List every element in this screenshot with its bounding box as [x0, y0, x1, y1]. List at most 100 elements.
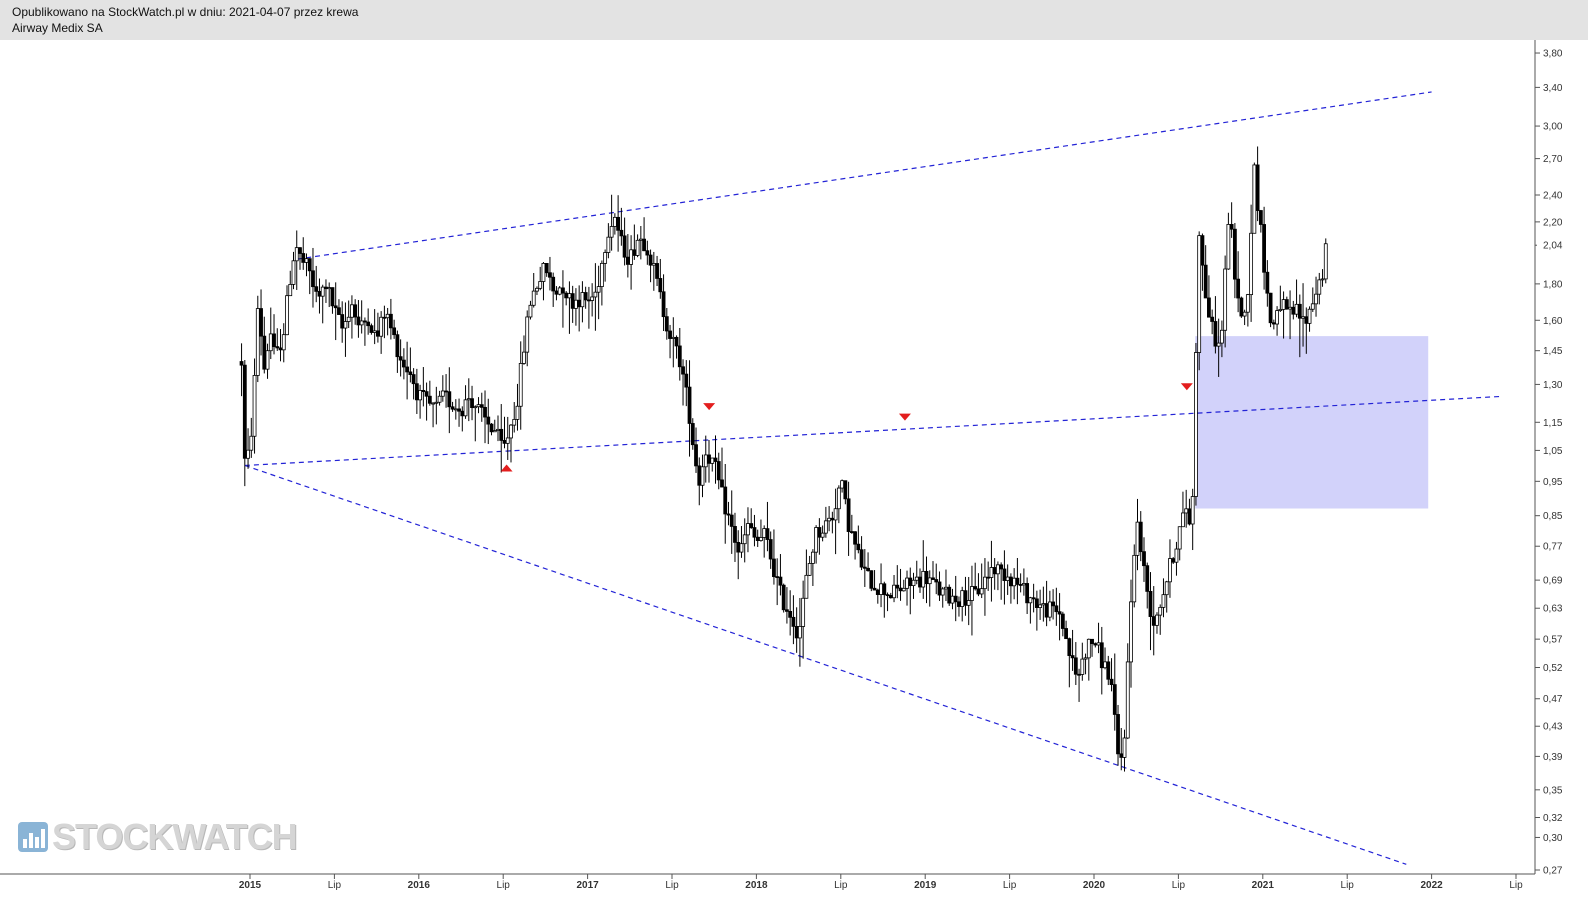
candle-body — [970, 586, 974, 601]
candle-body — [379, 316, 384, 337]
candle-body — [668, 330, 672, 339]
candle-body — [674, 336, 679, 347]
candle-body — [418, 389, 422, 401]
candle-body — [278, 347, 283, 351]
signal-markers — [500, 383, 1193, 472]
candle-body — [1232, 228, 1237, 280]
candle-body — [726, 513, 731, 516]
candle-body — [1125, 661, 1130, 739]
candle-body — [1116, 714, 1120, 755]
candle-body — [999, 564, 1004, 570]
candle-body — [1184, 508, 1189, 514]
candle-body — [561, 287, 565, 294]
candle-body — [509, 424, 513, 439]
candle-body — [1047, 601, 1052, 618]
candle-body — [450, 406, 455, 410]
candle-body — [528, 304, 533, 318]
candle-body — [810, 551, 815, 564]
candle-body — [927, 577, 932, 585]
candle-body — [1275, 310, 1279, 325]
candle-body — [1067, 638, 1072, 656]
candle-body — [518, 363, 523, 407]
candle-body — [1132, 554, 1137, 603]
candle-body — [1213, 321, 1218, 347]
candle-body — [1073, 657, 1078, 675]
candle-body — [580, 292, 585, 308]
y-tick-label: 0,35 — [1543, 785, 1563, 796]
candle-body — [1090, 638, 1094, 644]
candle-body — [697, 465, 702, 486]
sell-signal-marker — [898, 413, 911, 421]
candle-body — [635, 239, 640, 256]
candle-body — [1236, 278, 1241, 299]
candle-body — [457, 408, 461, 412]
candle-body — [872, 587, 877, 591]
candle-body — [411, 374, 416, 385]
y-tick-label: 0,47 — [1543, 694, 1563, 705]
candle-body — [924, 570, 929, 585]
candle-body — [447, 391, 452, 408]
candle-body — [470, 398, 474, 408]
x-tick-label: Lip — [497, 880, 511, 891]
y-tick-label: 0,63 — [1543, 604, 1563, 615]
candle-body — [460, 410, 465, 417]
candle-body — [1210, 316, 1215, 322]
candle-body — [431, 402, 435, 405]
candle-body — [723, 486, 728, 515]
candle-body — [1103, 661, 1107, 669]
candle-body — [427, 395, 432, 404]
y-tick-label: 0,95 — [1543, 477, 1563, 488]
candle-body — [901, 587, 906, 592]
candle-body — [976, 588, 981, 595]
candle-body — [778, 576, 783, 586]
candle-body — [612, 216, 617, 227]
y-tick-label: 1,05 — [1543, 446, 1563, 457]
candle-body — [794, 625, 799, 639]
x-tick-label: 2018 — [745, 880, 768, 891]
candle-body — [781, 584, 786, 611]
candle-body — [583, 292, 588, 301]
candle-body — [1093, 643, 1098, 646]
candle-body — [807, 563, 812, 576]
candle-body — [375, 330, 380, 337]
watermark-text: STOCKWATCH — [52, 816, 298, 857]
candle-body — [823, 520, 828, 534]
candle-body — [746, 523, 750, 536]
candle-body — [940, 588, 945, 596]
candle-body — [327, 287, 332, 290]
y-tick-label: 0,52 — [1543, 663, 1563, 674]
candle-body — [655, 263, 659, 279]
candle-body — [817, 527, 822, 538]
candle-body — [1223, 268, 1228, 331]
candle-body — [554, 290, 559, 295]
candle-body — [541, 263, 546, 282]
candle-body — [1145, 565, 1150, 592]
candle-body — [603, 252, 608, 264]
candle-body — [989, 567, 994, 578]
candle-body — [1041, 603, 1046, 606]
candle-body — [1099, 642, 1104, 669]
candle-body — [1229, 224, 1234, 230]
candle-body — [755, 536, 760, 541]
candle-body — [1151, 616, 1156, 626]
candle-body — [645, 250, 650, 256]
stockwatch-watermark: STOCKWATCH — [18, 816, 298, 857]
candle-body — [914, 576, 919, 581]
x-axis: 2015 Lip 2016 Lip 2017 Lip 2018 Lip 2019 Lip 2020 L… — [239, 874, 1523, 891]
candle-body — [1012, 577, 1017, 587]
candle-body — [1096, 642, 1101, 646]
candle-body — [567, 293, 572, 299]
candle-body — [983, 576, 987, 590]
candlesticks — [239, 146, 1328, 772]
y-tick-label: 3,80 — [1543, 49, 1563, 60]
candle-body — [434, 401, 439, 404]
candle-body — [1109, 678, 1114, 685]
candle-body — [1122, 737, 1127, 758]
candle-body — [288, 283, 293, 297]
candle-body — [937, 581, 942, 596]
candle-body — [629, 249, 633, 265]
candle-body — [574, 299, 578, 309]
candle-body — [242, 364, 247, 459]
candle-body — [291, 260, 296, 285]
publication-info: Opublikowano na StockWatch.pl w dniu: 20… — [12, 5, 359, 19]
